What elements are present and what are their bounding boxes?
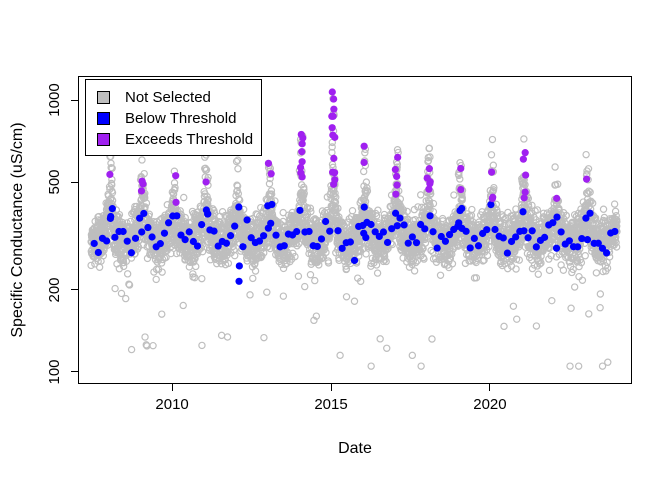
x-axis-tick: [330, 384, 332, 391]
y-tick-label: 200: [46, 277, 63, 303]
y-axis-tick: [71, 181, 78, 183]
legend-item-below-threshold: Below Threshold: [97, 108, 236, 128]
exceeds-threshold-swatch-icon: [97, 132, 110, 146]
legend-item-not-selected: Not Selected: [97, 87, 211, 107]
legend-label: Below Threshold: [125, 109, 237, 127]
y-axis-tick: [71, 99, 78, 101]
y-tick-label: 100: [46, 359, 63, 385]
x-tick-label: 2010: [155, 396, 189, 413]
y-tick-label: 500: [46, 169, 63, 195]
y-axis-title: Specific Conductance (uS/cm): [9, 122, 26, 338]
legend-box: Not Selected Below Threshold Exceeds Thr…: [85, 79, 262, 156]
x-tick-label: 2015: [314, 396, 348, 413]
y-tick-label: 1000: [46, 83, 63, 118]
legend-label: Exceeds Threshold: [125, 130, 254, 148]
x-axis-tick: [489, 384, 491, 391]
below-threshold-swatch-icon: [97, 111, 110, 125]
not-selected-swatch-icon: [97, 90, 110, 104]
legend-label: Not Selected: [125, 88, 211, 106]
legend-item-exceeds-threshold: Exceeds Threshold: [97, 129, 253, 149]
y-axis-tick: [71, 289, 78, 291]
y-axis-tick: [71, 371, 78, 373]
x-axis-title: Date: [338, 440, 372, 457]
x-tick-label: 2020: [473, 396, 507, 413]
x-axis-tick: [171, 384, 173, 391]
